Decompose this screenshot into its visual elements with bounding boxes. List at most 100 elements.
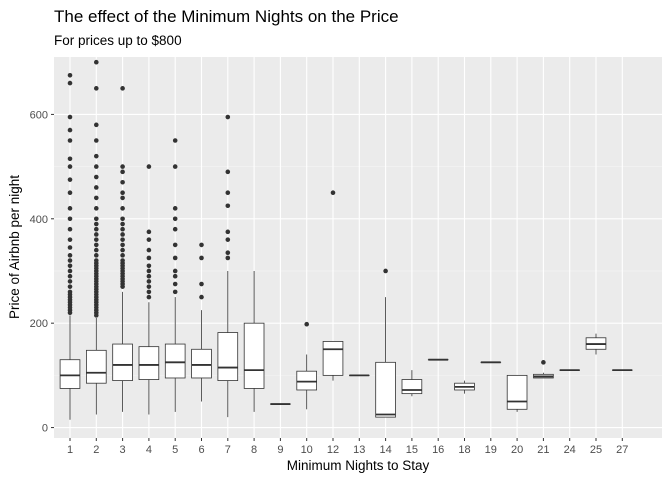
x-tick-label: 3 <box>120 444 126 456</box>
outlier-point <box>94 237 99 242</box>
x-tick-label: 2 <box>93 444 99 456</box>
outlier-point <box>94 216 99 222</box>
outlier-point <box>225 169 231 175</box>
box-21 <box>533 360 554 379</box>
box-2 <box>86 59 107 415</box>
outlier-point <box>67 253 73 258</box>
outlier-point <box>67 216 73 222</box>
x-tick-label: 6 <box>198 444 204 456</box>
outlier-point <box>120 206 125 211</box>
outlier-point <box>120 179 125 185</box>
outlier-point <box>172 226 178 232</box>
box-1 <box>59 72 81 420</box>
box-3 <box>112 86 133 412</box>
outlier-point <box>146 294 152 300</box>
outlier-point <box>94 232 99 237</box>
outlier-point <box>172 242 178 248</box>
outlier-point <box>67 177 73 182</box>
outlier-point <box>67 273 73 279</box>
box-4 <box>138 164 160 415</box>
box-8 <box>243 270 265 412</box>
outlier-point <box>67 237 73 242</box>
outlier-point <box>67 226 73 232</box>
box-20 <box>506 374 528 412</box>
outlier-point <box>94 226 99 232</box>
outlier-point <box>67 138 73 143</box>
outlier-point <box>146 273 152 279</box>
box-7 <box>217 114 239 418</box>
outlier-point <box>120 190 125 195</box>
x-tick-label: 1 <box>67 444 73 456</box>
outlier-point <box>120 247 125 253</box>
box-rect <box>296 370 317 391</box>
outlier-point <box>199 255 204 261</box>
outlier-point <box>67 164 73 169</box>
x-tick-label: 16 <box>432 444 444 456</box>
outlier-point <box>94 221 99 227</box>
box-rect <box>217 332 239 381</box>
x-axis-title: Minimum Nights to Stay <box>287 458 430 473</box>
outlier-point <box>172 255 178 261</box>
outlier-point <box>94 59 99 65</box>
outlier-point <box>172 273 178 279</box>
outlier-point <box>172 164 178 169</box>
outlier-point <box>330 190 336 195</box>
outlier-point <box>225 203 231 209</box>
x-tick-label: 9 <box>277 444 283 456</box>
y-axis-title: Price of Airbnb per night <box>7 175 22 319</box>
x-tick-label: 13 <box>353 444 365 456</box>
box-rect <box>86 349 107 384</box>
outlier-point <box>172 289 178 295</box>
outlier-point <box>67 245 73 250</box>
outlier-point <box>67 156 73 162</box>
outlier-point <box>94 185 99 190</box>
box-rect <box>112 343 133 381</box>
outlier-point <box>146 255 152 261</box>
box-rect <box>164 343 186 379</box>
outlier-point <box>199 281 204 287</box>
x-tick-label: 27 <box>616 444 628 456</box>
outlier-point <box>146 284 152 289</box>
outlier-point <box>94 164 99 169</box>
outlier-point <box>67 268 73 274</box>
outlier-point <box>67 190 73 195</box>
outlier-point <box>94 242 99 248</box>
outlier-point <box>67 279 73 284</box>
box-rect <box>138 346 160 380</box>
outlier-point <box>304 321 310 327</box>
outlier-point <box>172 268 178 274</box>
x-tick-label: 20 <box>511 444 523 456</box>
outlier-point <box>146 289 152 295</box>
outlier-point <box>67 72 73 78</box>
x-tick-label: 5 <box>172 444 178 456</box>
outlier-point <box>120 169 125 175</box>
outlier-point <box>541 360 546 365</box>
box-6 <box>191 242 212 402</box>
box-14 <box>375 268 396 418</box>
outlier-point <box>120 226 125 232</box>
x-tick-label: 25 <box>590 444 602 456</box>
outlier-point <box>172 138 178 143</box>
outlier-point <box>94 86 99 91</box>
outlier-point <box>94 122 99 128</box>
chart-title: The effect of the Minimum Nights on the … <box>54 7 399 26</box>
outlier-point <box>67 80 73 86</box>
box-rect <box>322 341 344 376</box>
outlier-point <box>120 221 125 227</box>
outlier-point <box>146 247 152 253</box>
outlier-point <box>94 195 99 201</box>
outlier-point <box>94 206 99 211</box>
outlier-point <box>146 279 152 284</box>
outlier-point <box>67 258 73 263</box>
y-tick-label: 600 <box>30 109 48 121</box>
box-12 <box>322 190 344 381</box>
x-tick-label: 19 <box>485 444 497 456</box>
box-rect <box>506 374 528 410</box>
box-rect <box>243 322 265 389</box>
outlier-point <box>94 253 99 258</box>
outlier-point <box>199 294 204 300</box>
outlier-point <box>120 258 125 263</box>
outlier-point <box>120 195 125 201</box>
